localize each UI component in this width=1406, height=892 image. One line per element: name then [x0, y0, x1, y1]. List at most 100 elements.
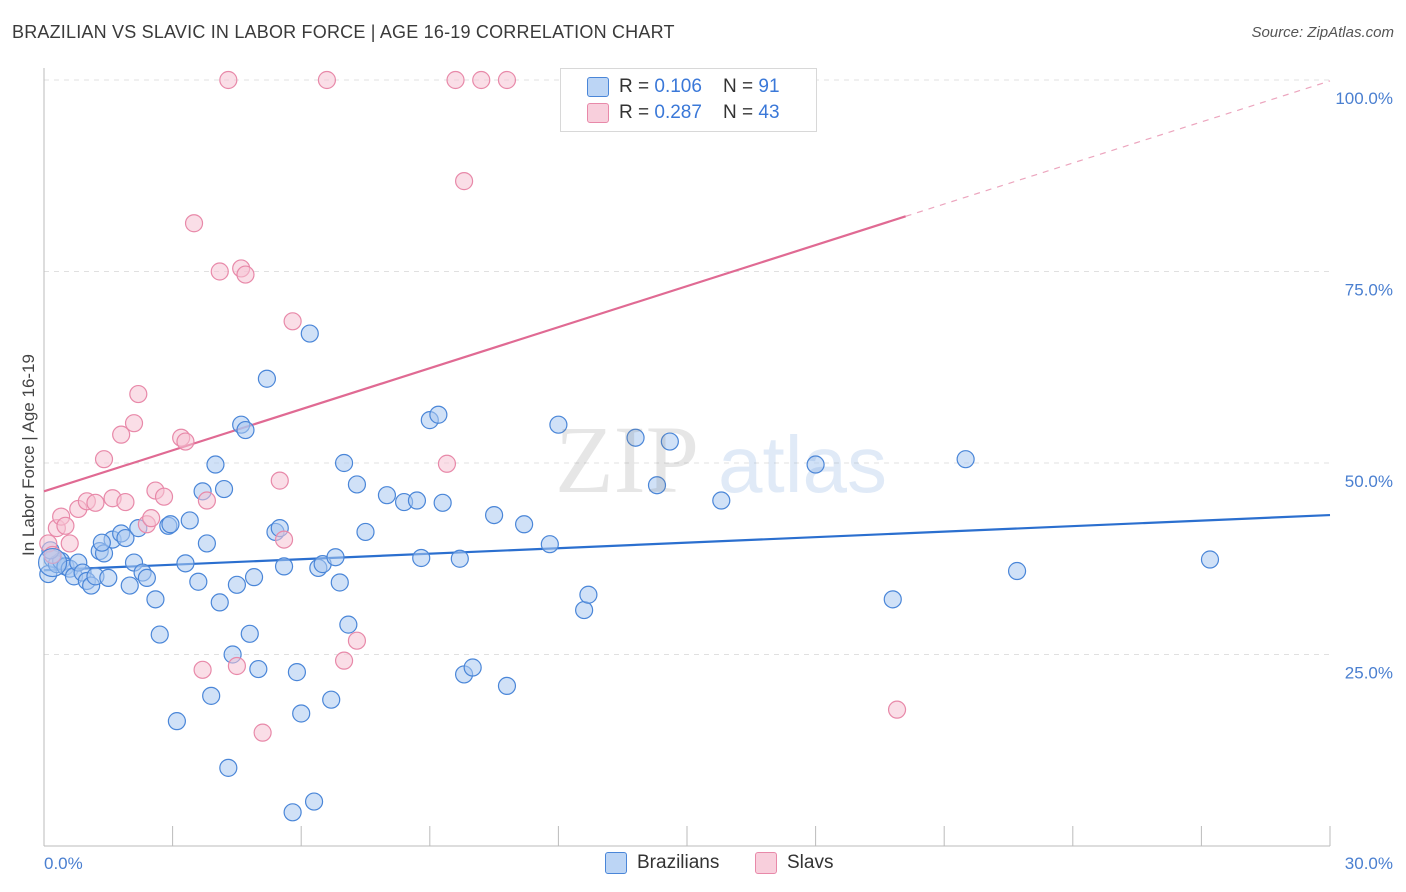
data-point [412, 548, 431, 568]
axes [43, 68, 1331, 847]
y-tick-label: 50.0% [1345, 472, 1393, 491]
data-point [660, 432, 679, 451]
legend-row-slavs: R = 0.287 N = 43 [587, 101, 780, 125]
data-point [326, 548, 345, 567]
data-point [274, 557, 294, 576]
data-point [236, 265, 255, 284]
data-point [253, 723, 272, 742]
data-point [197, 534, 216, 553]
legend-n-label: N = [723, 76, 759, 97]
data-point [193, 660, 212, 679]
data-points [37, 70, 1220, 822]
data-point [150, 625, 169, 644]
source-label: Source: ZipAtlas.com [1251, 24, 1394, 41]
legend-r-value: 0.106 [654, 76, 702, 97]
data-point [180, 511, 199, 530]
data-point [334, 453, 354, 473]
grid-lines [44, 79, 1330, 655]
data-point [176, 554, 195, 573]
legend-n-value: 91 [758, 76, 780, 97]
data-point [270, 471, 289, 490]
data-point [202, 686, 221, 705]
data-point [244, 568, 264, 587]
data-point [210, 593, 229, 612]
data-point [347, 475, 367, 494]
svg-text:ZIP: ZIP [555, 406, 699, 513]
data-point [227, 575, 246, 594]
data-point [454, 172, 474, 191]
trend-extension-1 [905, 80, 1331, 217]
data-point [142, 509, 161, 528]
data-point [184, 214, 204, 233]
data-point [497, 70, 517, 90]
data-point [712, 491, 731, 510]
series-legend: Brazilians Slavs [0, 852, 1406, 876]
data-point [437, 454, 457, 473]
legend-r-label: R = [619, 102, 655, 123]
trend-line-0 [43, 513, 1331, 572]
data-point [112, 425, 131, 444]
data-point [429, 405, 448, 424]
data-point [249, 659, 268, 679]
zipatlas-watermark: ZIP atlas [555, 406, 887, 513]
y-tick-label: 100.0% [1335, 89, 1393, 108]
svg-text:atlas: atlas [718, 420, 887, 509]
data-point [330, 573, 349, 592]
legend-swatch-pink [587, 103, 609, 123]
data-point [407, 491, 427, 510]
data-point [956, 450, 975, 469]
data-point [99, 568, 118, 588]
data-point [206, 455, 225, 474]
data-point [124, 414, 144, 433]
data-point [236, 420, 255, 440]
legend-swatch-blue [587, 77, 609, 97]
data-point [806, 455, 825, 474]
data-point [116, 492, 135, 512]
data-point [214, 479, 234, 499]
data-point [94, 450, 114, 469]
data-point [283, 312, 302, 331]
data-point [317, 70, 337, 90]
data-point [227, 656, 246, 676]
data-point [549, 415, 568, 434]
data-point [92, 533, 111, 552]
data-point [883, 590, 902, 609]
data-point [116, 528, 135, 548]
legend-label-slavs: Slavs [787, 852, 834, 873]
data-point [120, 576, 139, 595]
y-tick-label: 25.0% [1345, 664, 1393, 683]
y-tick-labels: 25.0% 50.0% 75.0% 100.0% [1335, 89, 1393, 683]
data-point [287, 663, 307, 682]
data-point [167, 712, 186, 731]
data-point [154, 487, 174, 506]
data-point [356, 522, 375, 542]
chart-title: BRAZILIAN VS SLAVIC IN LABOR FORCE | AGE… [12, 22, 675, 42]
data-point [887, 700, 907, 719]
legend-n-label: N = [723, 102, 759, 123]
legend-swatch-slavs [755, 852, 777, 874]
data-point [146, 590, 165, 609]
data-point [463, 658, 482, 677]
data-point [274, 530, 294, 549]
data-point [446, 70, 465, 90]
y-tick-label: 75.0% [1345, 281, 1393, 300]
data-point [347, 631, 367, 650]
data-point [43, 545, 62, 565]
legend-item-brazilians: Brazilians [605, 852, 719, 874]
data-point [472, 70, 491, 90]
data-point [575, 600, 594, 620]
data-point [161, 515, 180, 534]
data-point [257, 369, 277, 388]
data-point [60, 534, 79, 553]
data-point [129, 384, 148, 404]
data-point [450, 549, 469, 568]
data-point [1007, 561, 1027, 581]
stats-legend: R = 0.106 N = 91 R = 0.287 N = 43 [560, 68, 817, 132]
x-tick-label-max: 30.0% [1345, 854, 1393, 873]
y-axis-label: In Labor Force | Age 16-19 [19, 354, 38, 556]
data-point [219, 758, 238, 777]
legend-r-label: R = [619, 76, 655, 97]
data-point [292, 704, 311, 723]
data-point [56, 516, 75, 535]
